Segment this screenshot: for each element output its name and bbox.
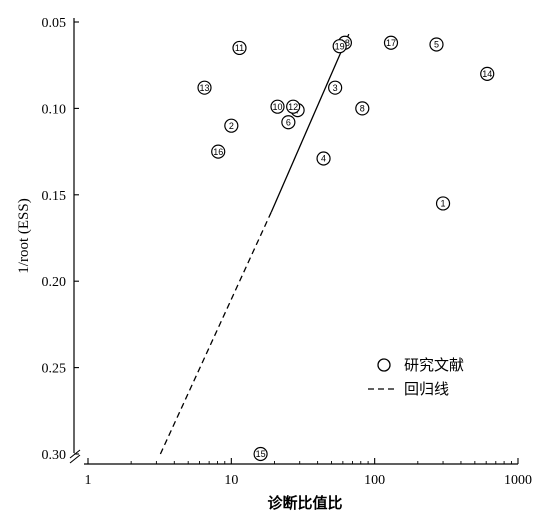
x-tick-label: 10	[224, 473, 238, 488]
legend-label-regression: 回归线	[404, 380, 449, 398]
regression-solid-segment	[270, 33, 350, 213]
y-tick-label: 0.30	[42, 448, 67, 463]
study-point: 16	[211, 144, 226, 159]
study-point: 11	[232, 40, 247, 56]
study-point-marker	[435, 196, 451, 211]
x-ticks: 1 10 100 1000	[85, 458, 532, 488]
study-point: 4	[316, 151, 331, 166]
study-point-marker	[316, 151, 331, 166]
study-point-label: 13	[200, 83, 210, 93]
study-point-marker	[383, 35, 399, 50]
regression-line	[159, 33, 350, 455]
study-point-marker	[197, 80, 212, 95]
study-point: 5	[429, 37, 444, 52]
study-point: 13	[197, 80, 212, 95]
y-tick-label: 0.20	[42, 275, 67, 290]
study-point-label: 15	[256, 449, 266, 459]
study-point: 10	[270, 99, 285, 114]
study-point-marker	[328, 80, 343, 95]
study-point-marker	[332, 39, 347, 54]
study-point: 19	[332, 39, 347, 54]
study-point-label: 6	[286, 117, 291, 127]
study-point-marker	[480, 66, 495, 81]
study-point-label: 2	[229, 121, 234, 131]
study-point-marker	[270, 99, 285, 114]
axis-break-marks	[69, 449, 81, 464]
study-point-label: 3	[333, 83, 338, 93]
y-axis-title: 1/root (ESS)	[16, 198, 32, 273]
y-tick-label: 0.25	[42, 362, 67, 377]
study-point-label: 5	[434, 40, 439, 50]
y-ticks: 0.05 0.10 0.15 0.20 0.25 0.30	[42, 16, 79, 463]
study-points: 1234567810111213141516171819	[197, 35, 495, 462]
study-point-label: 12	[288, 102, 298, 112]
x-axis-title: 诊断比值比	[267, 494, 342, 512]
study-point-marker	[355, 101, 370, 116]
legend-label-studies: 研究文献	[404, 356, 464, 374]
study-point-label: 19	[335, 41, 345, 51]
study-point: 14	[480, 66, 495, 81]
study-point-marker	[281, 115, 296, 130]
study-point: 15	[253, 446, 268, 462]
study-point-label: 10	[273, 102, 283, 112]
study-point-marker	[286, 99, 301, 114]
study-point-label: 16	[213, 147, 223, 157]
study-point: 12	[286, 99, 301, 114]
study-point-marker	[224, 118, 239, 133]
study-point: 2	[224, 118, 239, 133]
study-point-label: 17	[386, 38, 396, 48]
legend-circle-icon	[377, 358, 391, 372]
y-tick-label: 0.15	[42, 189, 67, 204]
x-tick-label: 1	[85, 473, 92, 488]
study-point-marker	[429, 37, 444, 52]
study-point-label: 14	[482, 69, 492, 79]
study-point-label: 1	[441, 199, 446, 209]
study-point: 6	[281, 115, 296, 130]
study-point: 17	[383, 35, 399, 50]
study-point-label: 4	[321, 154, 326, 164]
x-tick-label: 100	[364, 473, 385, 488]
x-tick-label: 1000	[504, 473, 532, 488]
study-point: 8	[355, 101, 370, 116]
study-point-marker	[232, 40, 247, 56]
y-tick-label: 0.10	[42, 102, 67, 117]
study-point-label: 11	[235, 43, 244, 53]
study-point-label: 8	[360, 104, 365, 114]
legend: 研究文献 回归线	[368, 356, 464, 398]
study-point: 1	[435, 196, 451, 211]
axes	[69, 18, 518, 465]
y-tick-label: 0.05	[42, 16, 67, 31]
study-point: 3	[328, 80, 343, 95]
study-point-marker	[211, 144, 226, 159]
study-point-marker	[253, 446, 268, 462]
regression-dashed-segment	[159, 211, 272, 455]
